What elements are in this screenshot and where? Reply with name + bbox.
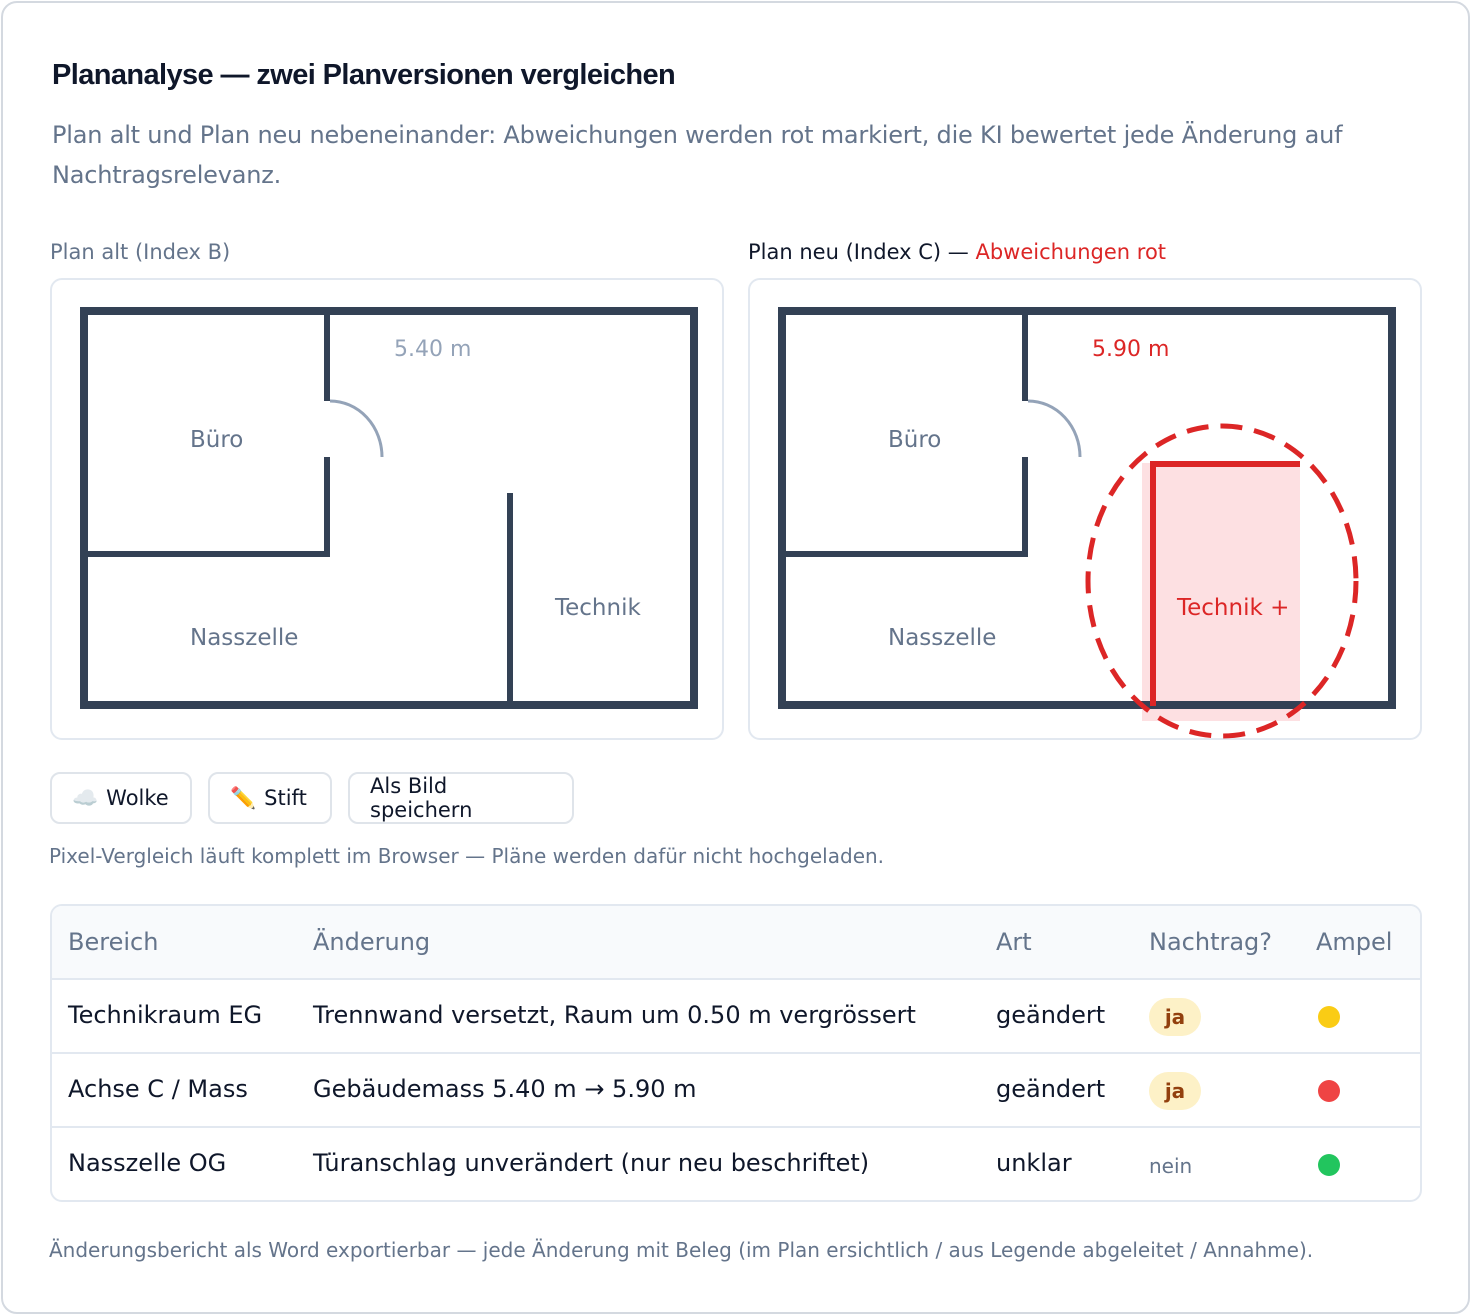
cloud-tool-label: Wolke: [106, 786, 169, 810]
cloud-icon: ☁️: [72, 785, 99, 810]
change-highlight-area: [1142, 463, 1300, 721]
plan-old-drawing: 5.40 m Büro Nasszelle Technik: [80, 307, 698, 709]
dimension-label: 5.90 m: [1092, 337, 1169, 362]
claim-badge: ja: [1149, 1072, 1201, 1110]
export-note: Änderungsbericht als Word exportierbar —…: [49, 1238, 1314, 1262]
outer-wall: [778, 307, 1396, 709]
changes-table: Bereich Änderung Art Nachtrag? Ampel Tec…: [50, 904, 1422, 1202]
room-label-office: Büro: [190, 427, 243, 453]
traffic-light-yellow: [1318, 1006, 1340, 1028]
cell-area: Nasszelle OG: [68, 1149, 227, 1177]
claim-badge: ja: [1149, 998, 1201, 1036]
room-label-technical: Technik: [554, 595, 641, 621]
plan-new-panel[interactable]: 5.90 m Büro Nasszelle Technik +: [748, 278, 1422, 740]
pen-tool-button[interactable]: ✏️ Stift: [208, 772, 332, 824]
cell-area: Technikraum EG: [68, 1001, 263, 1029]
pen-tool-label: Stift: [264, 786, 307, 810]
cloud-tool-button[interactable]: ☁️ Wolke: [50, 772, 192, 824]
claim-text: nein: [1149, 1154, 1193, 1178]
header-claim[interactable]: Nachtrag?: [1149, 928, 1273, 956]
header-type[interactable]: Art: [996, 928, 1032, 956]
plan-new-label-text: Plan neu (Index C) —: [748, 240, 976, 264]
table-row[interactable]: Technikraum EG Trennwand versetzt, Raum …: [52, 980, 1420, 1054]
table-header: Bereich Änderung Art Nachtrag? Ampel: [52, 906, 1420, 980]
cell-area: Achse C / Mass: [68, 1075, 248, 1103]
page-subtitle: Plan alt und Plan neu nebeneinander: Abw…: [52, 121, 1343, 189]
header-area[interactable]: Bereich: [68, 928, 159, 956]
privacy-hint: Pixel-Vergleich läuft komplett im Browse…: [49, 844, 885, 868]
table-row[interactable]: Achse C / Mass Gebäudemass 5.40 m → 5.90…: [52, 1054, 1420, 1128]
cell-change: Trennwand versetzt, Raum um 0.50 m vergr…: [313, 1001, 916, 1029]
dimension-label: 5.40 m: [394, 337, 471, 362]
plan-new-drawing: 5.90 m Büro Nasszelle Technik +: [778, 307, 1396, 739]
pen-icon: ✏️: [230, 785, 257, 810]
traffic-light-red: [1318, 1080, 1340, 1102]
table-row[interactable]: Nasszelle OG Türanschlag unverändert (nu…: [52, 1128, 1420, 1200]
cell-change: Gebäudemass 5.40 m → 5.90 m: [313, 1075, 697, 1103]
plan-new-label: Plan neu (Index C) — Abweichungen rot: [748, 240, 1166, 264]
traffic-light-green: [1318, 1154, 1340, 1176]
room-label-wetroom: Nasszelle: [888, 625, 996, 651]
cell-type: geändert: [996, 1075, 1106, 1103]
header-traffic-light[interactable]: Ampel: [1316, 928, 1393, 956]
outer-wall: [80, 307, 698, 709]
revision-cloud: [1085, 423, 1359, 739]
room-label-technical: Technik +: [1176, 595, 1289, 621]
plan-new-label-highlight: Abweichungen rot: [975, 240, 1167, 264]
cell-type: geändert: [996, 1001, 1106, 1029]
cell-type: unklar: [996, 1149, 1072, 1177]
room-label-wetroom: Nasszelle: [190, 625, 298, 651]
plan-old-panel[interactable]: 5.40 m Büro Nasszelle Technik: [50, 278, 724, 740]
door-swing: [1027, 399, 1082, 458]
room-label-office: Büro: [888, 427, 941, 453]
save-image-label: Als Bild speichern: [370, 774, 473, 822]
header-change[interactable]: Änderung: [313, 928, 431, 956]
cell-change: Türanschlag unverändert (nur neu beschri…: [313, 1149, 870, 1177]
save-image-button[interactable]: Als Bild speichern: [348, 772, 574, 824]
page-title: Plananalyse — zwei Planversionen verglei…: [52, 59, 676, 91]
door-swing: [329, 399, 384, 458]
plan-old-label: Plan alt (Index B): [50, 240, 231, 264]
